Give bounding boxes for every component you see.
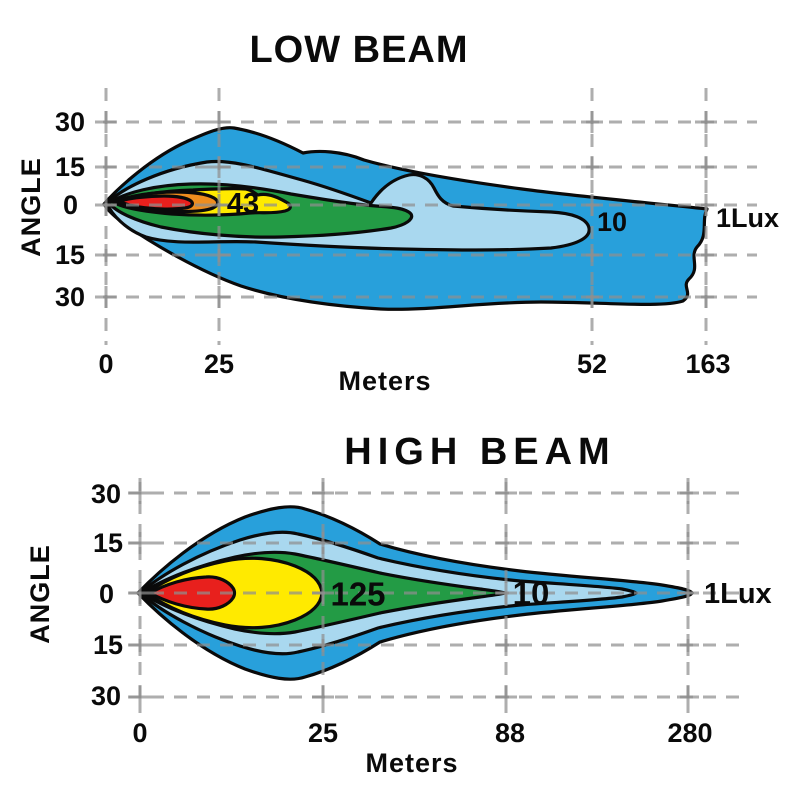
- high-beam-title: HIGH BEAM: [344, 431, 615, 473]
- high-label-125: 125: [330, 576, 385, 613]
- low-beam-contour-value-labels: 43 10 1Lux: [227, 188, 779, 237]
- high-beam-gridlines: [128, 478, 740, 713]
- low-y-tick-15-top: 15: [55, 152, 85, 182]
- high-beam-contour-value-labels: 125 10 1Lux: [330, 575, 771, 613]
- low-label-43: 43: [227, 188, 259, 220]
- high-y-tick-30-bottom: 30: [91, 681, 121, 711]
- high-x-tick-0: 0: [132, 718, 147, 748]
- low-beam-title: LOW BEAM: [249, 29, 468, 71]
- high-y-tick-0: 0: [99, 579, 114, 609]
- low-x-tick-52: 52: [577, 349, 607, 379]
- high-y-tick-15-bottom: 15: [93, 630, 123, 660]
- high-beam-axis-labels: ANGLE 30 15 0 15 30 0 25 88 280 Meters: [25, 479, 713, 778]
- high-x-tick-88: 88: [495, 718, 525, 748]
- high-y-tick-30-top: 30: [91, 479, 121, 509]
- low-beam-contours: [102, 126, 709, 311]
- low-x-tick-163: 163: [685, 349, 730, 379]
- low-label-1lux: 1Lux: [716, 203, 779, 233]
- high-y-axis-title: ANGLE: [25, 544, 55, 644]
- low-x-tick-25: 25: [204, 349, 234, 379]
- high-y-tick-15-top: 15: [93, 528, 123, 558]
- low-y-axis-title: ANGLE: [16, 157, 46, 257]
- high-label-1lux: 1Lux: [704, 578, 772, 610]
- high-x-axis-title: Meters: [365, 748, 458, 778]
- high-beam-chart: HIGH BEAM ANGLE 30 15 0 15 30 0 25 88 28…: [25, 431, 772, 778]
- high-label-10: 10: [513, 575, 550, 612]
- low-y-tick-15-bottom: 15: [55, 240, 85, 270]
- low-beam-chart: LOW BEAM ANGLE 30 15 0 15 30 0 25 52 163…: [16, 29, 779, 396]
- low-label-10: 10: [597, 207, 627, 237]
- high-x-tick-280: 280: [667, 718, 712, 748]
- high-contour-red: [148, 575, 237, 611]
- low-beam-gridlines: [95, 88, 757, 345]
- low-beam-axis-labels: ANGLE 30 15 0 15 30 0 25 52 163 Meters: [16, 107, 731, 396]
- high-x-tick-25: 25: [308, 718, 338, 748]
- low-y-tick-30-top: 30: [55, 107, 85, 137]
- low-y-tick-0: 0: [63, 190, 78, 220]
- low-x-tick-0: 0: [98, 349, 113, 379]
- low-x-axis-title: Meters: [338, 366, 431, 396]
- low-y-tick-30-bottom: 30: [55, 282, 85, 312]
